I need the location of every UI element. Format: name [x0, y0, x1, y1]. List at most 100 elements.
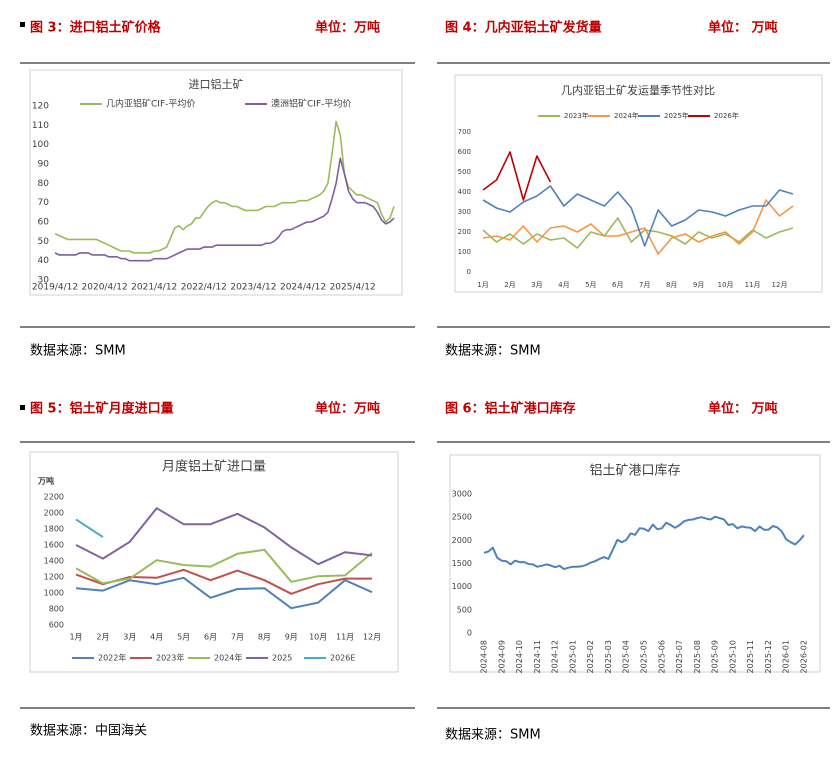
legend-label: 2023年 — [564, 111, 589, 120]
y-tick-label: 2000 — [452, 536, 472, 545]
y-tick-label: 2000 — [44, 509, 64, 518]
bullet — [20, 22, 25, 27]
x-tick-label: 2025-08 — [693, 640, 702, 673]
y-tick-label: 70 — [38, 198, 50, 208]
series-line — [75, 568, 372, 595]
x-tick-label: 10月 — [309, 633, 327, 642]
x-tick-label: 10月 — [718, 281, 734, 289]
x-tick-label: 1月 — [69, 633, 82, 642]
x-tick-label: 4月 — [558, 281, 569, 289]
legend-label: 2024年 — [614, 111, 639, 120]
chart-title: 月度铝土矿进口量 — [162, 459, 266, 475]
y-tick-label: 600 — [458, 148, 471, 156]
figure-title: 图 3：进口铝土矿价格 — [30, 20, 162, 36]
y-tick-label: 600 — [49, 621, 64, 630]
x-tick-label: 2月 — [96, 633, 109, 642]
unit: 单位：万吨 — [315, 401, 380, 417]
chart-title: 铝土矿港口库存 — [589, 463, 680, 479]
y-tick-label: 120 — [32, 102, 49, 112]
unit: 单位： 万吨 — [708, 20, 778, 36]
series-line — [54, 120, 395, 254]
y-tick-label: 1000 — [452, 582, 472, 591]
y-tick-label: 400 — [458, 188, 471, 196]
y-tick-label: 100 — [458, 248, 471, 256]
series-line — [482, 199, 794, 255]
x-tick-label: 11月 — [745, 281, 761, 289]
legend-label: 2026年 — [714, 111, 739, 120]
x-tick-label: 5月 — [177, 633, 190, 642]
y-tick-label: 110 — [32, 121, 49, 131]
x-tick-label: 2025-07 — [675, 640, 684, 673]
y-tick-label: 3000 — [452, 490, 472, 499]
x-tick-label: 8月 — [258, 633, 271, 642]
x-tick-label: 2025-12 — [764, 640, 773, 673]
y-tick-label: 1000 — [44, 589, 64, 598]
x-tick-label: 3月 — [123, 633, 136, 642]
x-tick-label: 2024/4/12 — [280, 283, 326, 293]
y-tick-label: 1200 — [44, 573, 64, 582]
legend-label: 2023年 — [156, 653, 184, 663]
y-tick-label: 500 — [457, 605, 472, 614]
x-tick-label: 2025-03 — [604, 640, 613, 673]
y-tick-label: 1400 — [44, 557, 64, 566]
legend-label: 2025 — [272, 654, 292, 663]
y-tick-label: 200 — [458, 228, 471, 236]
figure-title: 图 4：几内亚铝土矿发货量 — [445, 20, 602, 36]
y-tick-label: 1800 — [44, 525, 64, 534]
x-tick-label: 5月 — [585, 281, 596, 289]
x-tick-label: 2019/4/12 — [32, 283, 78, 293]
chart-title: 几内亚铝土矿发运量季节性对比 — [561, 83, 715, 97]
series-line — [75, 576, 373, 610]
y-tick-label: 2500 — [452, 513, 472, 522]
x-tick-label: 1月 — [477, 281, 488, 289]
legend-label: 2024年 — [214, 653, 242, 663]
bullet — [20, 405, 25, 410]
y-tick-label: 1500 — [452, 559, 472, 568]
y-tick-label: 40 — [38, 256, 50, 266]
x-tick-label: 11月 — [336, 633, 354, 642]
x-tick-label: 2022/4/12 — [181, 283, 227, 293]
legend-label: 2022年 — [98, 653, 126, 663]
x-tick-label: 2025-05 — [640, 640, 649, 673]
y-tick-label: 300 — [458, 208, 471, 216]
x-tick-label: 2025-06 — [657, 640, 666, 673]
x-tick-label: 2021/4/12 — [131, 283, 177, 293]
source: 数据来源：SMM — [445, 344, 541, 359]
x-tick-label: 2025/4/12 — [330, 283, 376, 293]
x-tick-label: 2025-02 — [586, 640, 595, 673]
x-tick-label: 2026-01 — [782, 640, 791, 673]
x-tick-label: 2023/4/12 — [230, 283, 276, 293]
figure-title: 图 6：铝土矿港口库存 — [445, 401, 576, 417]
x-tick-label: 9月 — [285, 633, 298, 642]
x-tick-label: 8月 — [666, 281, 677, 289]
series-line — [54, 157, 395, 262]
source: 数据来源：SMM — [30, 344, 126, 359]
source: 数据来源：SMM — [445, 728, 541, 743]
source: 数据来源：中国海关 — [30, 724, 147, 739]
x-tick-label: 2020/4/12 — [82, 283, 128, 293]
y-tick-label: 500 — [458, 168, 471, 176]
x-tick-label: 2024-09 — [497, 640, 506, 673]
x-tick-label: 2025-01 — [568, 640, 577, 673]
chart-frame — [449, 454, 821, 673]
chart-frame — [29, 69, 403, 296]
series-line — [75, 507, 373, 566]
x-tick-label: 2026-02 — [800, 640, 809, 673]
y-tick-label: 1600 — [44, 541, 64, 550]
unit: 单位： 万吨 — [708, 401, 778, 417]
series-line — [75, 548, 373, 585]
y-tick-label: 80 — [38, 179, 50, 189]
x-tick-label: 3月 — [531, 281, 542, 289]
unit: 单位：万吨 — [315, 20, 380, 36]
x-tick-label: 2024-10 — [515, 640, 524, 673]
chart-frame — [29, 451, 399, 673]
y-tick-label: 60 — [38, 218, 50, 228]
y-tick-label: 0 — [467, 268, 471, 276]
y-tick-label: 0 — [467, 629, 472, 638]
x-tick-label: 2025-09 — [711, 640, 720, 673]
y-axis-label: 万吨 — [37, 476, 54, 486]
x-tick-label: 6月 — [204, 633, 217, 642]
x-tick-label: 6月 — [612, 281, 623, 289]
series-line — [75, 518, 104, 538]
